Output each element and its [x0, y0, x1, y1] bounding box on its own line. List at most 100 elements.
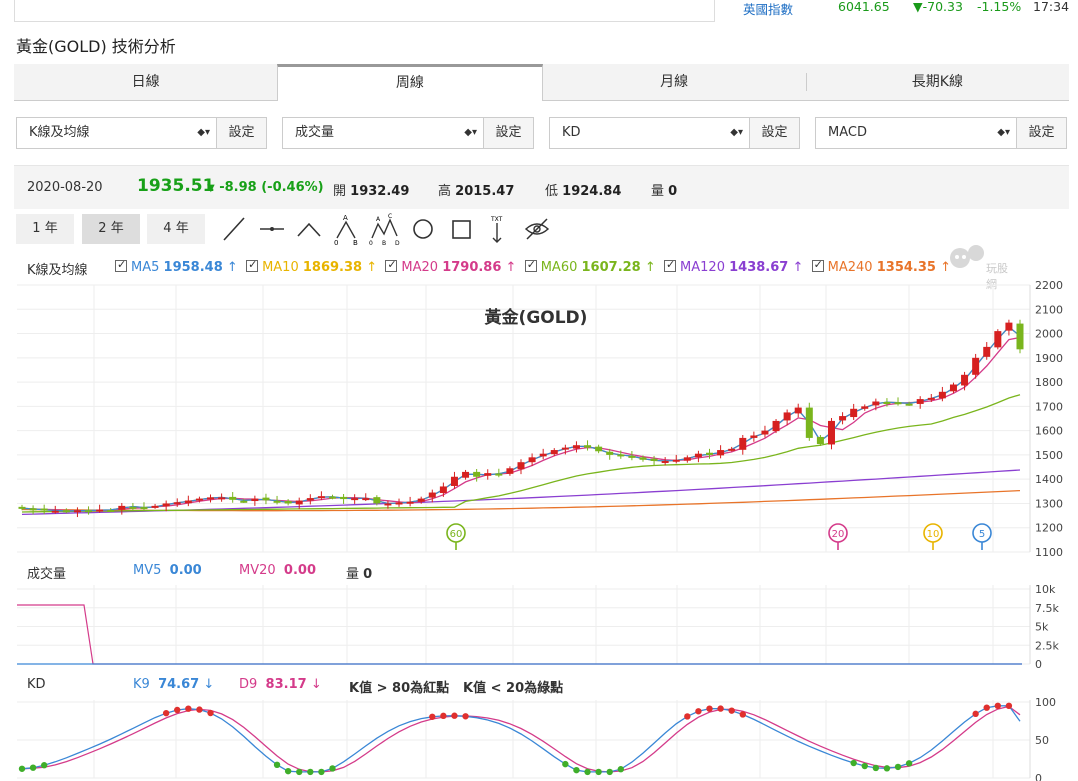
ma120-legend[interactable]: MA120 1438.67 ↑: [664, 258, 803, 275]
indicator-select-volume[interactable]: 成交量 ◆▾: [282, 117, 484, 149]
abcd-pattern-icon[interactable]: A C 0 B D: [369, 213, 400, 246]
candle-body: [495, 473, 503, 476]
rectangle-tool-icon[interactable]: [452, 220, 471, 239]
kd-green-dot: [883, 765, 891, 772]
checkbox-icon[interactable]: [664, 258, 677, 272]
svg-text:B: B: [353, 239, 358, 246]
down-arrow-icon: ▼: [207, 183, 215, 194]
candle-body: [650, 458, 658, 461]
candle-body: [395, 502, 403, 505]
volume-tick-label: 2.5k: [1035, 639, 1059, 652]
candle-body: [972, 357, 980, 375]
kd-red-dot: [684, 713, 691, 720]
candle-body: [949, 384, 957, 392]
kd-green-dot: [872, 764, 880, 772]
ma20-legend[interactable]: MA20 1790.86 ↑: [385, 258, 517, 275]
volume-chart[interactable]: 10k 7.5k 5k 2.5k 0: [0, 580, 1078, 670]
candle-body: [606, 451, 614, 455]
svg-text:TXT: TXT: [490, 216, 503, 223]
ma5-legend[interactable]: MA5 1958.48 ↑: [115, 258, 238, 275]
checkbox-icon[interactable]: [385, 258, 398, 272]
ma-legend-items: MA5 1958.48 ↑ MA10 1869.38 ↑ MA20 1790.8…: [115, 258, 951, 275]
text-tool-icon[interactable]: TXT: [490, 216, 503, 243]
ma10-name: MA10: [262, 260, 299, 275]
settings-button-kd[interactable]: 設定: [750, 117, 800, 149]
horizontal-line-icon[interactable]: [260, 227, 284, 231]
kd-green-dot: [584, 768, 591, 776]
svg-text:0: 0: [334, 239, 338, 246]
ma60-legend[interactable]: MA60 1607.28 ↑: [524, 258, 656, 275]
candle-body: [118, 505, 126, 510]
svg-text:B: B: [382, 240, 386, 246]
ma-marker-label: 5: [979, 529, 985, 540]
ticker-name[interactable]: 英國指數: [743, 2, 794, 17]
kd-red-dot: [174, 706, 181, 714]
range-4y-button[interactable]: 4 年: [147, 214, 205, 244]
select-value: MACD: [828, 125, 867, 140]
range-2y-button[interactable]: 2 年: [82, 214, 140, 244]
indicator-select-kd[interactable]: KD ◆▾: [549, 117, 750, 149]
vol-legend: 量 0: [346, 563, 372, 582]
tab-long-term[interactable]: 長期K線: [805, 64, 1069, 100]
ma240-line: [21, 489, 1021, 512]
candle-body: [251, 498, 259, 502]
candle-body: [18, 506, 26, 509]
select-value: K線及均線: [29, 125, 90, 140]
kd-red-dot: [207, 709, 214, 717]
select-value: 成交量: [295, 125, 335, 140]
vol-value: 0: [668, 184, 678, 199]
ticker-percent: -1.15%: [977, 0, 1022, 14]
candle-body: [894, 402, 902, 405]
drawing-toolbar: A0 B A C0 B D TXT: [223, 213, 550, 246]
candle-body: [672, 459, 680, 462]
kd-chart[interactable]: 100 50 0: [0, 695, 1078, 781]
up-arrow-icon: ↑: [505, 260, 517, 275]
candle-body: [572, 445, 580, 449]
line-tool-icon[interactable]: [223, 217, 245, 241]
range-1y-button[interactable]: 1 年: [16, 214, 74, 244]
checkbox-icon[interactable]: [115, 258, 127, 272]
settings-button-macd[interactable]: 設定: [1017, 117, 1067, 149]
ma10-legend[interactable]: MA10 1869.38 ↑: [246, 258, 377, 275]
candle-body: [595, 446, 603, 452]
up-arrow-icon: ↑: [940, 260, 951, 275]
k9-value: 74.67: [158, 677, 200, 692]
kd-green-dot: [273, 761, 281, 769]
checkbox-icon[interactable]: [524, 258, 537, 272]
settings-button-volume[interactable]: 設定: [484, 117, 534, 149]
abc-pattern-icon[interactable]: A 0 B: [334, 214, 358, 246]
kd-green-dot: [318, 768, 325, 776]
k9-name: K9: [133, 677, 150, 692]
kd-green-dot: [329, 765, 336, 772]
price-chart[interactable]: 黃金(GOLD) 2200 2100 2000 1900 1800 1700 1600 150…: [0, 280, 1078, 560]
settings-button-main[interactable]: 設定: [217, 117, 267, 149]
quote-high: 高 2015.47: [438, 180, 514, 199]
angle-tool-icon[interactable]: [297, 222, 321, 237]
ma240-legend[interactable]: MA240 1354.35 ↑: [811, 258, 951, 275]
indicator-select-main[interactable]: K線及均線 ◆▾: [16, 117, 217, 149]
ma240-value: 1354.35: [876, 260, 936, 275]
ma10-line: [21, 326, 1021, 512]
svg-text:C: C: [388, 213, 392, 220]
circle-tool-icon[interactable]: [413, 219, 433, 239]
candle-body: [694, 453, 702, 458]
hide-eye-icon[interactable]: [524, 218, 550, 240]
low-value: 1924.84: [562, 184, 622, 199]
quote-change-value: -8.98 (-0.46%): [219, 180, 324, 195]
tab-monthly[interactable]: 月線: [660, 74, 689, 90]
candle-body: [872, 401, 880, 406]
checkbox-icon[interactable]: [246, 258, 259, 272]
tab-weekly[interactable]: 周線: [277, 64, 543, 101]
ma120-value: 1438.67: [729, 260, 789, 275]
candle-body: [794, 407, 802, 414]
candle-body: [994, 331, 1002, 348]
indicator-select-macd[interactable]: MACD ◆▾: [815, 117, 1017, 149]
candle-body: [317, 496, 325, 499]
candle-body: [173, 502, 181, 505]
candle-body: [938, 391, 946, 399]
price-tick-label: 1700: [1035, 400, 1063, 413]
checkbox-icon[interactable]: [811, 258, 824, 272]
tab-daily[interactable]: 日線: [131, 74, 160, 90]
d9-value: 83.17: [265, 677, 307, 692]
candle-body: [983, 346, 991, 357]
